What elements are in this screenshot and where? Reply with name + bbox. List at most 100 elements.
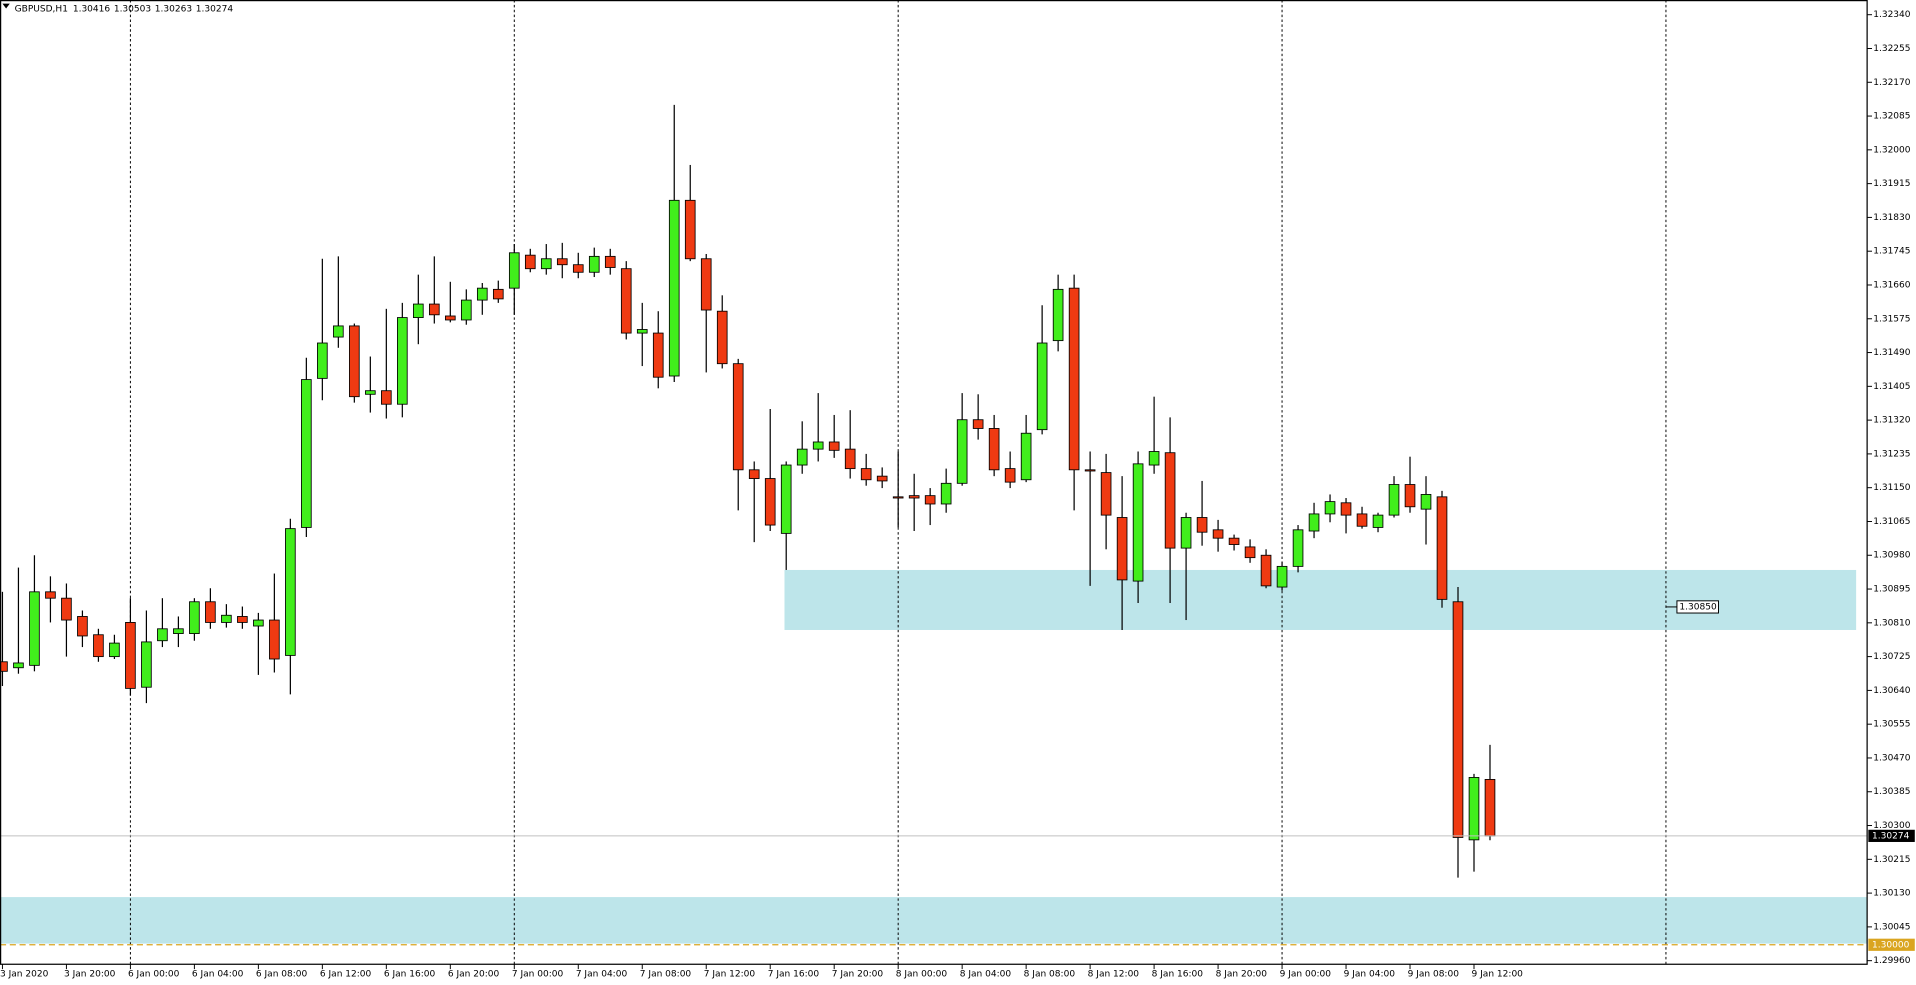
candle-body-down	[237, 616, 248, 623]
y-tick-label: 1.30045	[1873, 922, 1910, 932]
candle-body-down	[652, 332, 664, 378]
candles-layer	[0, 104, 1496, 878]
candle-body-down	[269, 619, 280, 660]
x-tick-label: 7 Jan 00:00	[512, 970, 564, 980]
candle-body-down	[764, 478, 776, 526]
candle-body-down	[844, 448, 856, 470]
candle-body-down	[684, 199, 696, 260]
candle-body-down	[1436, 496, 1448, 600]
candle-body-up	[796, 448, 808, 466]
candle-body-up	[189, 601, 200, 634]
header-low: 1.30263	[155, 4, 193, 14]
price-tag	[1868, 829, 1915, 842]
x-tick-label: 7 Jan 08:00	[640, 970, 692, 980]
x-tick-label: 8 Jan 16:00	[1152, 970, 1204, 980]
candle-body-up	[588, 255, 600, 273]
candle-body-up	[1308, 513, 1320, 532]
candle-body-down	[924, 495, 936, 505]
menu-arrow[interactable]	[2, 3, 10, 9]
y-tick-label: 1.32340	[1873, 10, 1911, 20]
candle-body-up	[397, 317, 408, 405]
candle-body-up	[1132, 463, 1144, 582]
x-tick-label: 6 Jan 20:00	[448, 970, 500, 980]
zones-layer	[0, 569, 1868, 944]
candle-body-down	[61, 597, 72, 621]
plot-frame	[0, 0, 1868, 965]
y-tick-label: 1.31320	[1873, 416, 1911, 426]
candle-body-up	[636, 329, 648, 334]
candle-body-down	[0, 661, 8, 672]
candle-body-down	[732, 363, 744, 471]
y-tick-label: 1.30895	[1873, 585, 1910, 595]
x-tick-label: 9 Jan 12:00	[1472, 970, 1524, 980]
header-close: 1.30274	[196, 4, 234, 14]
y-tick-label: 1.30300	[1873, 821, 1911, 831]
candle-body-up	[1036, 342, 1048, 431]
candle-body-down	[349, 325, 360, 398]
candle-body-down	[972, 419, 984, 429]
candle-body-down	[1164, 452, 1176, 549]
level-tag	[1868, 938, 1915, 951]
x-tick-label: 7 Jan 04:00	[576, 970, 628, 980]
y-tick-label: 1.31235	[1873, 449, 1910, 459]
candle-body-up	[13, 662, 24, 669]
candle-body-down	[93, 634, 104, 658]
candle-body-down	[1340, 502, 1352, 516]
candle-body-down	[620, 268, 632, 334]
y-tick-label: 1.30725	[1873, 652, 1910, 662]
y-tick-label: 1.32255	[1873, 44, 1910, 54]
y-tick-label: 1.32170	[1873, 78, 1911, 88]
candle-body-down	[492, 288, 504, 300]
x-tick-label: 6 Jan 12:00	[320, 970, 372, 980]
header-open: 1.30416	[73, 4, 111, 14]
axes-layer: 1.29960 1.30045 1.30130 1.30215 1.30300 1.303…	[0, 10, 1915, 980]
x-tick-label: 6 Jan 16:00	[384, 970, 436, 980]
x-tick-label: 9 Jan 04:00	[1344, 970, 1396, 980]
candle-body-down	[716, 310, 728, 365]
candle-body-down	[1452, 601, 1464, 838]
candle-body-down	[45, 591, 56, 599]
candle-body-up	[173, 628, 184, 634]
candle-body-up	[540, 258, 552, 270]
x-tick-label: 8 Jan 20:00	[1216, 970, 1268, 980]
candle-body-up	[157, 628, 168, 642]
candle-body-up	[29, 591, 40, 666]
candle-body-up	[1420, 494, 1432, 510]
candle-body-up	[956, 419, 968, 484]
y-tick-label: 1.31660	[1873, 280, 1911, 290]
candle-body-up	[285, 528, 296, 656]
price-zone	[784, 569, 1857, 630]
candle-body-down	[524, 254, 536, 270]
y-tick-label: 1.31150	[1873, 483, 1911, 493]
x-tick-label: 9 Jan 00:00	[1280, 970, 1332, 980]
y-tick-label: 1.29960	[1873, 956, 1911, 966]
candle-body-up	[301, 379, 312, 528]
candle-body-up	[940, 482, 952, 505]
candle-body-down	[556, 258, 568, 266]
y-tick-label: 1.30980	[1873, 551, 1911, 561]
level-label: 1.30000	[1872, 940, 1910, 950]
y-tick-label: 1.31575	[1873, 314, 1910, 324]
candle-body-up	[413, 303, 424, 319]
price-label-box	[1676, 600, 1719, 614]
y-tick-label: 1.30215	[1873, 855, 1910, 865]
candle-body-up	[780, 464, 792, 534]
x-tick-label: 3 Jan 2020	[0, 970, 49, 980]
x-tick-label: 8 Jan 00:00	[896, 970, 948, 980]
x-tick-label: 8 Jan 12:00	[1088, 970, 1140, 980]
candle-body-down	[572, 264, 584, 273]
candle-body-up	[1468, 777, 1480, 841]
candle-body-down	[1484, 779, 1496, 837]
candle-body-down	[381, 390, 392, 405]
candle-body-down	[1212, 529, 1224, 539]
candle-body-up	[668, 199, 680, 377]
price-label: 1.30850	[1679, 602, 1717, 612]
candle-body-down	[748, 469, 760, 479]
x-tick-label: 8 Jan 04:00	[960, 970, 1012, 980]
chart-header: GBPUSD,H1 1.30416 1.30503 1.30263 1.30274	[15, 4, 234, 14]
candle-body-up	[1324, 501, 1336, 515]
y-tick-label: 1.30555	[1873, 720, 1910, 730]
x-tick-label: 6 Jan 00:00	[128, 970, 180, 980]
candle-body-down	[1244, 546, 1256, 559]
